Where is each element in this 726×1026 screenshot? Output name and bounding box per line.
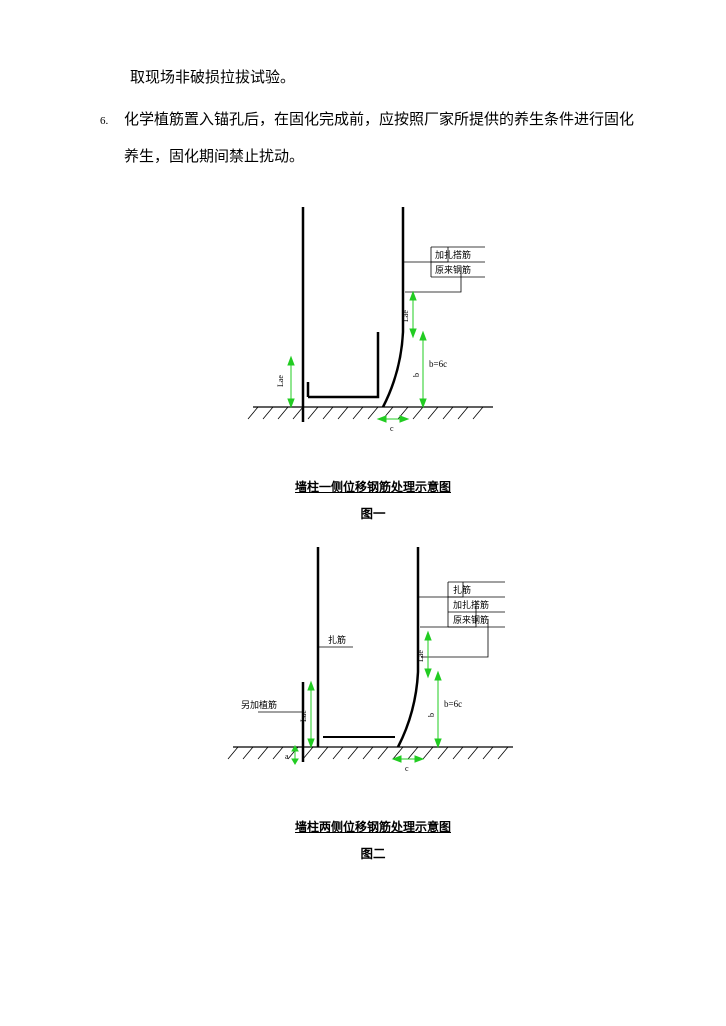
- figure-2-label: 图二: [100, 843, 646, 862]
- dim-b: b: [412, 373, 421, 377]
- list-number: 6.: [100, 102, 114, 177]
- figure-2-caption: 墙柱两侧位移钢筋处理示意图: [100, 818, 646, 835]
- dim-eq2: b=6c: [444, 699, 462, 709]
- annot-left-top: 扎筋: [328, 634, 346, 645]
- annot-top2: 原来钢筋: [435, 264, 471, 275]
- figure-1-label: 图一: [100, 503, 646, 522]
- dim-lae-left2: Lae: [299, 709, 308, 721]
- figure-2-svg: 扎筋 另加植筋 扎筋 加扎搭筋 原来钢筋: [203, 547, 543, 807]
- annot-top1: 加扎搭筋: [435, 249, 471, 260]
- dim-c2: c: [405, 764, 409, 773]
- list-item-6: 6. 化学植筋置入锚孔后，在固化完成前，应按照厂家所提供的养生条件进行固化养生，…: [100, 102, 646, 177]
- figure-2: 扎筋 另加植筋 扎筋 加扎搭筋 原来钢筋: [100, 547, 646, 862]
- annot-right3: 原来钢筋: [453, 614, 489, 625]
- continuation-line: 取现场非破损拉拔试验。: [100, 60, 646, 98]
- figure-1-svg: 加扎搭筋 原来钢筋 Lae Lae b b=6c: [223, 207, 523, 467]
- annot-left-bot: 另加植筋: [241, 699, 277, 710]
- dim-eq: b=6c: [429, 359, 447, 369]
- body-text: 取现场非破损拉拔试验。 6. 化学植筋置入锚孔后，在固化完成前，应按照厂家所提供…: [100, 60, 646, 177]
- annot-right2: 加扎搭筋: [453, 599, 489, 610]
- figure-1: 加扎搭筋 原来钢筋 Lae Lae b b=6c: [100, 207, 646, 522]
- figure-1-caption: 墙柱一侧位移钢筋处理示意图: [100, 478, 646, 495]
- dim-lae-right: Lae: [401, 309, 410, 321]
- dim-a: a: [285, 752, 289, 761]
- dim-b2: b: [427, 713, 436, 717]
- list-text: 化学植筋置入锚孔后，在固化完成前，应按照厂家所提供的养生条件进行固化养生，固化期…: [124, 102, 646, 177]
- dim-lae-left: Lae: [276, 374, 285, 386]
- annot-right1: 扎筋: [453, 584, 471, 595]
- dim-lae-right2: Lae: [416, 649, 425, 661]
- dim-c: c: [390, 424, 394, 433]
